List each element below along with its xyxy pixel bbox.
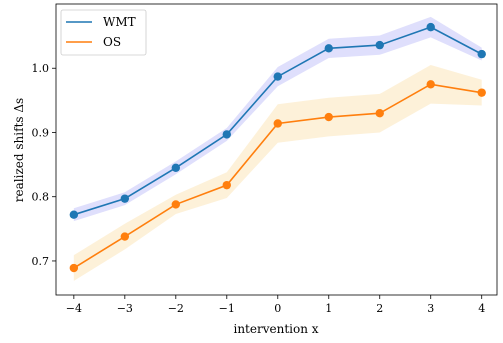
wmt-point [273,72,282,81]
wmt-point [171,163,181,173]
wmt-point [222,130,231,139]
wmt-point [426,22,435,32]
wmt-point [375,40,384,50]
wmt-point [69,210,79,219]
x-tick-label: −4 [66,302,82,315]
y-tick-label: 0.9 [32,126,50,139]
y-tick-label: 0.7 [32,255,50,268]
x-tick-label: 1 [325,302,332,315]
plot-area-frame [55,3,498,296]
wmt-point [120,194,130,203]
legend-label-wmt: WMT [103,15,136,29]
os-point [69,263,79,273]
os-point [273,119,282,128]
x-tick-label: 2 [376,302,383,315]
os-point [375,109,384,118]
legend-label-os: OS [103,35,121,49]
wmt-point [477,49,486,59]
os-point [222,180,231,190]
x-tick-label: −3 [117,302,133,315]
x-tick-label: −2 [168,302,184,315]
x-axis-ticks: −4 −3 −2 −1 0 1 2 3 4 [66,295,485,315]
os-point [477,88,486,97]
x-tick-label: −1 [219,302,235,315]
os-band [73,65,482,281]
x-axis-label: intervention x [233,322,318,336]
confidence-bands [73,16,482,281]
os-point [324,112,333,122]
y-axis-label: realized shifts Δs [12,98,26,202]
y-tick-label: 1.0 [32,62,50,75]
x-tick-label: 3 [427,302,434,315]
x-tick-label: 4 [478,302,485,315]
os-point [171,200,181,209]
y-axis-ticks: 0.7 0.8 0.9 1.0 [32,62,56,268]
y-tick-label: 0.8 [32,191,50,204]
os-point [426,80,435,89]
x-tick-label: 0 [274,302,281,315]
os-point [120,232,130,241]
series-points [69,22,486,273]
legend: WMT OS [60,9,147,56]
wmt-point [324,44,333,53]
